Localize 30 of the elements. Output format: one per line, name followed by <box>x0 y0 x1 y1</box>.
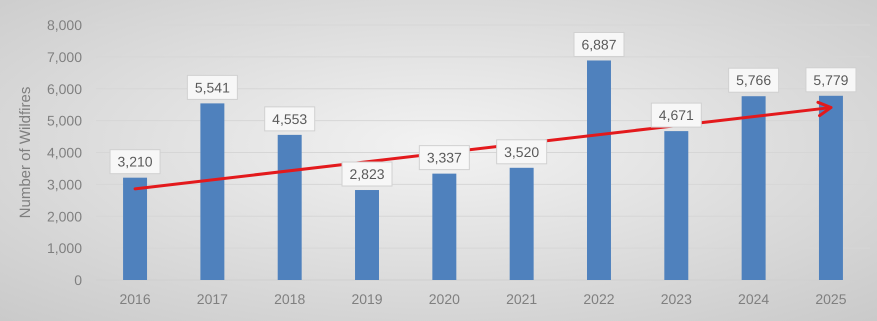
data-label: 4,671 <box>658 107 694 124</box>
data-label: 6,887 <box>581 36 617 52</box>
data-label: 3,337 <box>426 150 462 166</box>
x-tick-label: 2016 <box>119 291 151 307</box>
x-tick-label: 2023 <box>660 291 692 307</box>
x-tick-label: 2025 <box>815 291 847 307</box>
data-label: 3,210 <box>118 154 153 170</box>
x-tick-label: 2019 <box>351 291 383 307</box>
data-label: 5,766 <box>736 72 772 88</box>
data-label: 4,553 <box>272 110 308 127</box>
y-tick-label: 2,000 <box>46 208 82 224</box>
x-tick-label: 2022 <box>583 291 615 307</box>
y-tick-label: 1,000 <box>46 240 82 256</box>
y-tick-label: 7,000 <box>46 48 82 65</box>
x-tick-label: 2018 <box>274 291 306 307</box>
y-tick-label: 3,000 <box>46 176 82 192</box>
x-tick-label: 2021 <box>506 291 538 307</box>
y-axis-title: Number of Wildfires <box>17 86 34 218</box>
x-tick-label: 2017 <box>196 291 228 307</box>
data-label: 3,520 <box>504 144 540 160</box>
x-tick-label: 2024 <box>738 291 770 307</box>
y-tick-label: 4,000 <box>46 144 82 160</box>
x-tick-label: 2020 <box>428 291 460 307</box>
y-tick-label: 8,000 <box>46 17 82 33</box>
data-label: 5,779 <box>813 72 849 88</box>
data-label: 2,823 <box>349 166 385 182</box>
data-label: 5,541 <box>194 79 230 96</box>
y-tick-label: 6,000 <box>46 80 82 97</box>
y-tick-label: 5,000 <box>46 112 82 129</box>
y-tick-label: 0 <box>74 272 82 288</box>
